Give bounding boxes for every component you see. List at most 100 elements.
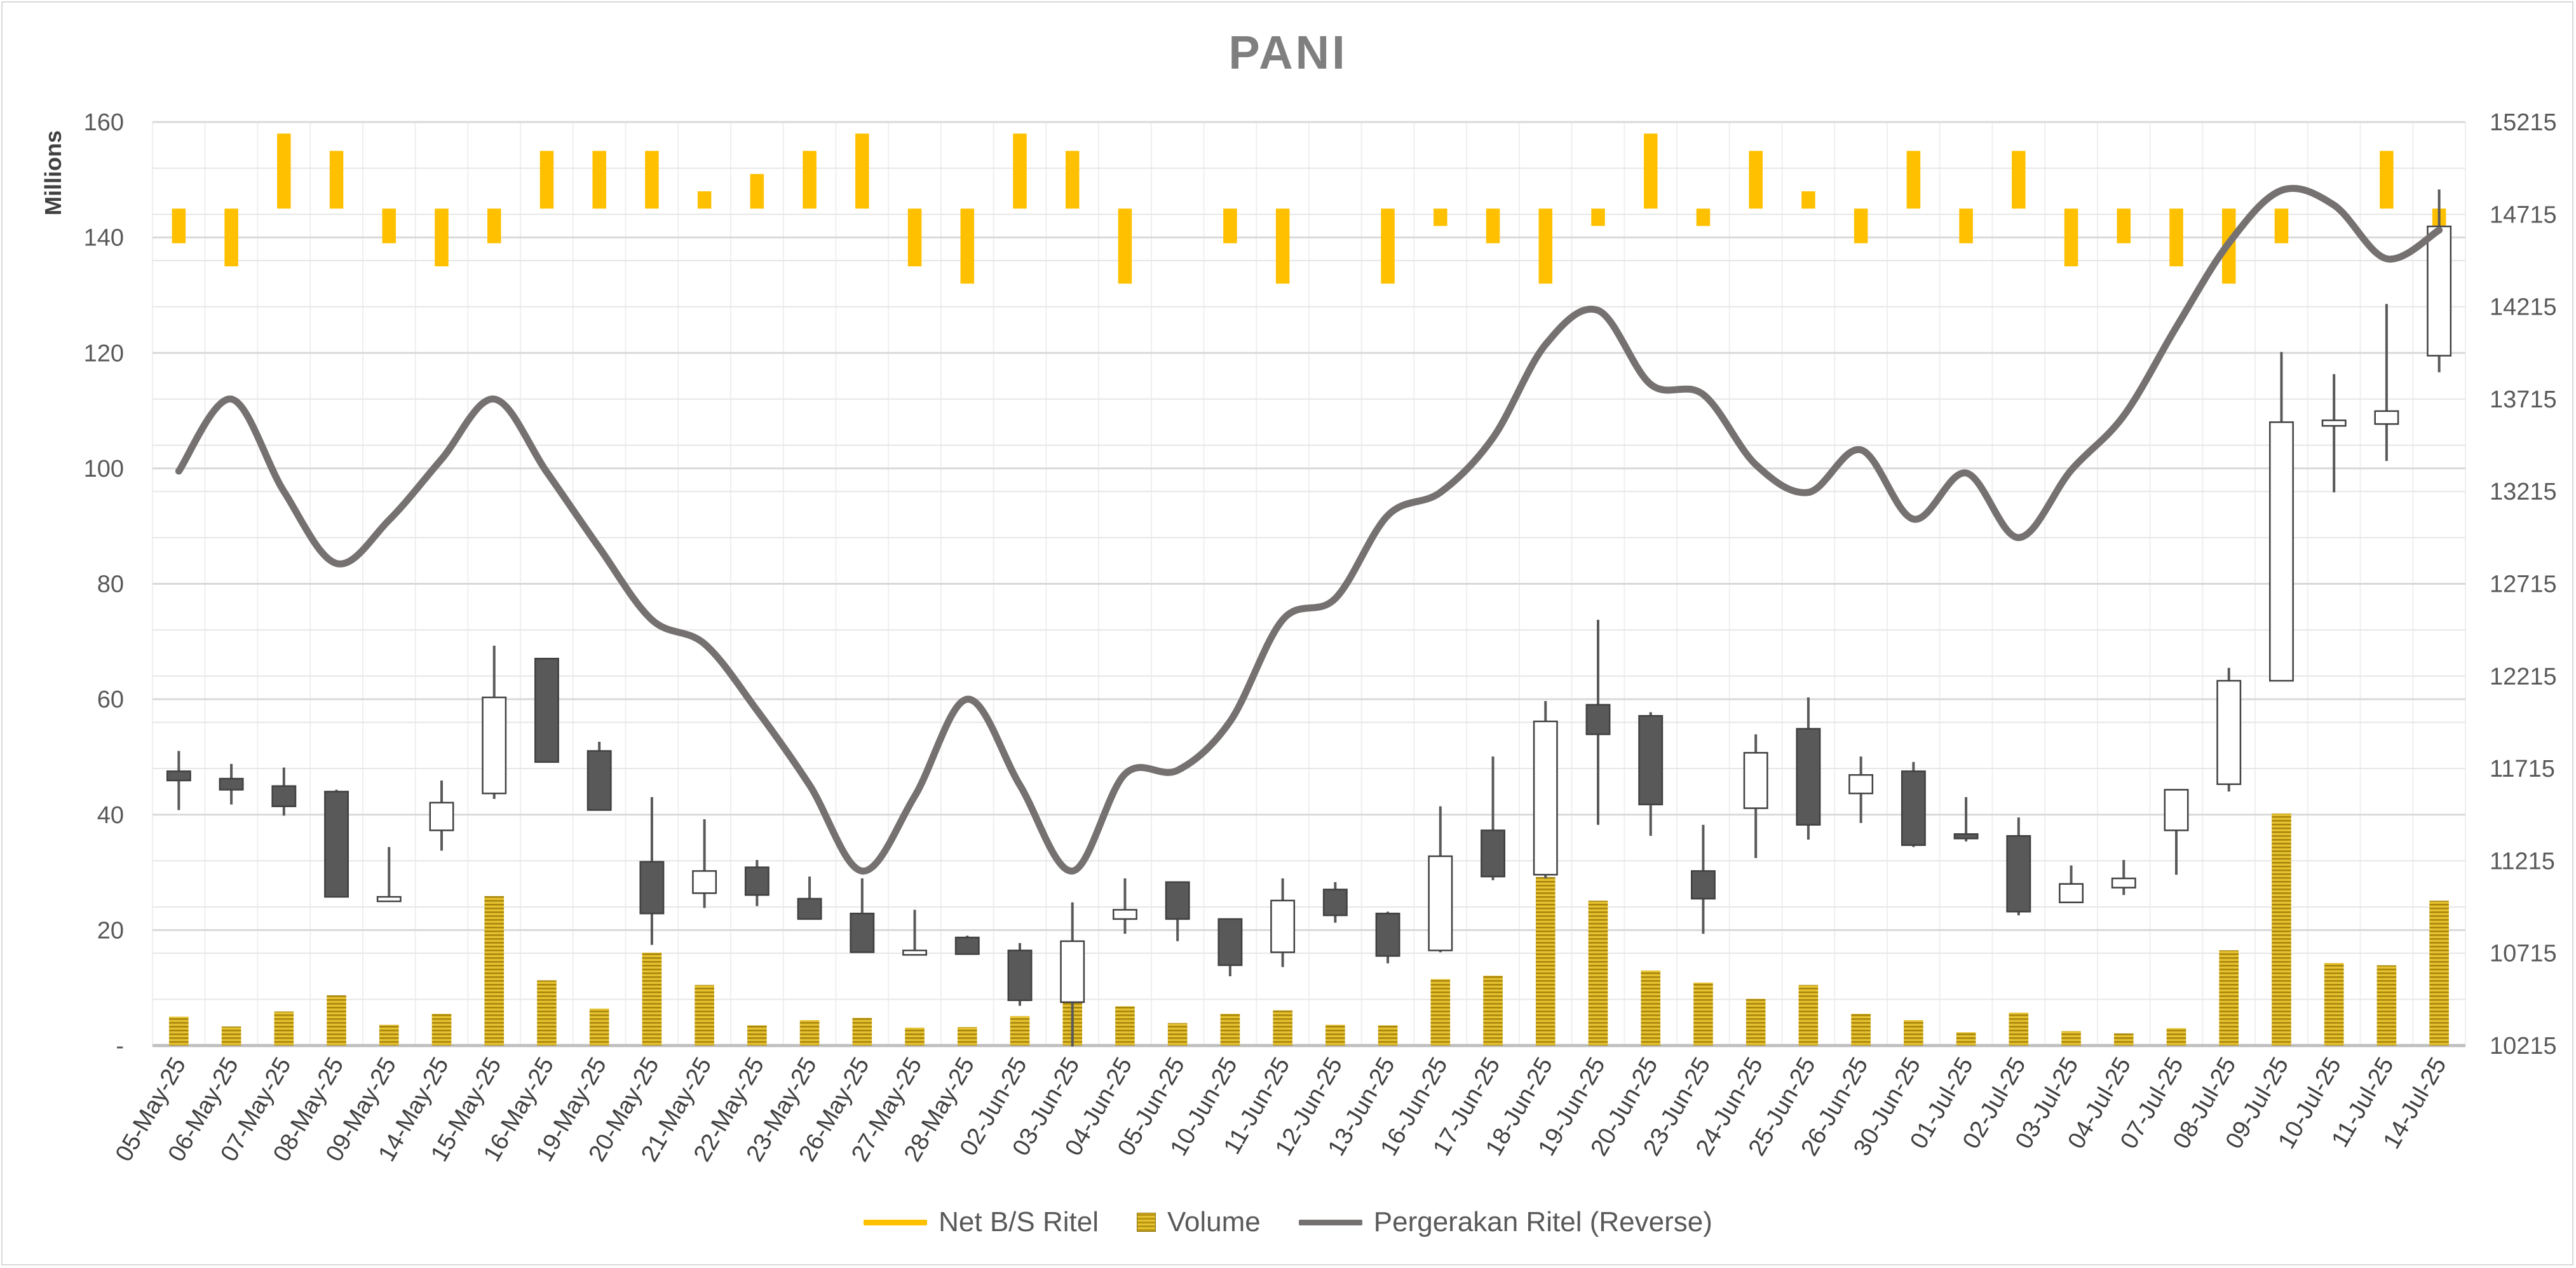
volume-bar xyxy=(1904,1020,1923,1046)
candle-body xyxy=(271,785,297,807)
candle-body xyxy=(1428,855,1453,951)
net-bs-bar xyxy=(592,151,606,209)
pergerakan-ritel-series-line xyxy=(175,184,2443,875)
volume-bar xyxy=(2009,1012,2029,1046)
right-tick-label: 12215 xyxy=(2490,664,2557,690)
candle-body xyxy=(850,912,875,953)
volume-bar xyxy=(1588,901,1608,1046)
chart-title: PANI xyxy=(1228,26,1348,79)
volume-bar xyxy=(1693,983,1713,1046)
legend-item-net-bs: Net B/S Ritel xyxy=(864,1206,1099,1238)
net-bs-bar xyxy=(224,208,238,267)
volume-bar xyxy=(1167,1023,1188,1046)
candlesticks xyxy=(166,189,2452,1047)
right-tick-label: 12715 xyxy=(2490,571,2557,598)
x-axis: 05-May-2506-May-2507-May-2508-May-2509-M… xyxy=(111,1053,2451,1166)
candle-body xyxy=(2111,877,2136,889)
volume-bar xyxy=(379,1025,399,1046)
volume-bar xyxy=(2272,813,2291,1046)
candle-body xyxy=(954,936,980,955)
candle-body xyxy=(1322,889,1348,917)
right-tick-label: 11215 xyxy=(2490,848,2555,875)
candle-body xyxy=(2164,789,2189,831)
legend-label-net-bs: Net B/S Ritel xyxy=(939,1206,1099,1237)
volume-bar xyxy=(431,1014,452,1046)
left-tick-label: 100 xyxy=(84,456,124,482)
candle-body xyxy=(639,861,665,915)
legend-swatch-net-bs xyxy=(864,1219,928,1225)
net-bs-bar xyxy=(855,133,869,209)
left-tick-label: 80 xyxy=(97,571,124,598)
net-bs-bar xyxy=(1065,151,1080,209)
volume-bar xyxy=(1220,1014,1240,1046)
volume-bar xyxy=(221,1026,241,1046)
net-bs-bar xyxy=(435,208,449,267)
net-bs-bar xyxy=(1223,208,1237,243)
candle-body xyxy=(1270,899,1296,953)
candle-body xyxy=(1375,912,1400,957)
net-bs-bar xyxy=(1275,208,1290,284)
candle-body xyxy=(1481,829,1505,878)
right-tick-label: 13215 xyxy=(2490,479,2557,505)
net-bs-bar xyxy=(1538,208,1553,284)
net-bs-bar xyxy=(2169,208,2183,267)
net-bs-bar xyxy=(697,191,712,209)
legend-item-pergerakan: Pergerakan Ritel (Reverse) xyxy=(1298,1206,1712,1238)
net-bs-bar xyxy=(1486,208,1500,243)
net-bs-bar xyxy=(2064,208,2078,267)
right-tick-label: 13715 xyxy=(2490,386,2557,413)
net-bs-bar xyxy=(645,151,659,209)
net-bs-bar xyxy=(960,208,975,284)
net-bs-bar xyxy=(750,174,764,209)
candle-body xyxy=(1007,950,1033,1002)
candle-body xyxy=(166,770,191,782)
candle-body xyxy=(1533,720,1558,876)
volume-bar xyxy=(2113,1033,2134,1046)
net-bs-bar xyxy=(907,208,922,267)
candle-body xyxy=(1953,833,1979,840)
right-tick-label: 10715 xyxy=(2490,941,2557,967)
candle-body xyxy=(429,801,454,831)
net-bs-bar xyxy=(2274,208,2289,243)
left-tick-label: 20 xyxy=(97,917,124,944)
pergerakan-ritel-line xyxy=(175,184,2443,875)
volume-bar xyxy=(327,995,346,1046)
net-bs-bar xyxy=(1434,208,1447,226)
legend-item-volume: Volume xyxy=(1137,1206,1261,1238)
volume-bar xyxy=(1483,976,1503,1046)
left-tick-label: 120 xyxy=(84,340,124,367)
left-tick-label: 40 xyxy=(97,802,124,829)
candle-body xyxy=(1691,870,1716,900)
candle-body xyxy=(586,750,612,811)
gridlines xyxy=(152,121,2466,1047)
right-axis: 15215 14715 14215 13715 13215 12715 12215 11715… xyxy=(2490,109,2557,1060)
volume-bar xyxy=(1746,999,1766,1046)
net-bs-bar xyxy=(487,208,501,243)
net-bs-bar xyxy=(2380,151,2394,209)
candle-body xyxy=(1743,752,1768,809)
volume-bar xyxy=(1430,979,1451,1046)
volume-bar xyxy=(1851,1014,1871,1046)
volume-bar xyxy=(2061,1031,2081,1046)
candle-body xyxy=(692,870,717,894)
right-tick-label: 14715 xyxy=(2490,201,2557,228)
legend-label-volume: Volume xyxy=(1167,1206,1261,1237)
candle-body xyxy=(744,866,769,896)
volume-bar xyxy=(2376,965,2397,1046)
volume-bar xyxy=(274,1011,294,1046)
volume-bar xyxy=(1325,1025,1345,1046)
legend-swatch-volume xyxy=(1137,1213,1156,1232)
volume-bar xyxy=(957,1026,977,1046)
candle-body xyxy=(324,791,349,898)
left-axis: 160 140 120 100 80 60 40 20 - xyxy=(84,109,124,1060)
candle-body xyxy=(902,950,927,956)
candle-body xyxy=(2374,410,2399,425)
legend-label-pergerakan: Pergerakan Ritel (Reverse) xyxy=(1373,1206,1712,1237)
right-tick-label: 14215 xyxy=(2490,294,2557,321)
volume-bar xyxy=(484,896,505,1046)
volume-bar xyxy=(1115,1006,1135,1046)
volume-bar xyxy=(1798,985,1819,1046)
volume-bar xyxy=(2429,901,2449,1046)
net-bs-bar xyxy=(2012,151,2026,209)
